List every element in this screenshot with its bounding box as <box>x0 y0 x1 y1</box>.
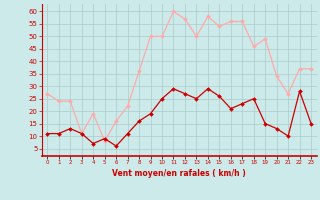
X-axis label: Vent moyen/en rafales ( km/h ): Vent moyen/en rafales ( km/h ) <box>112 169 246 178</box>
